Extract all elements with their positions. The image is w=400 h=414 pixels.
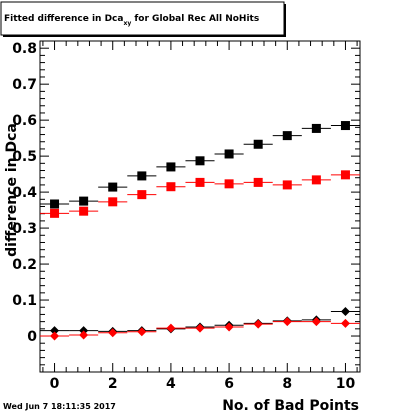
data-point-square bbox=[108, 182, 118, 192]
x-tick-label: 2 bbox=[108, 376, 118, 392]
x-tick-labels: 0 2 4 6 8 10 bbox=[50, 376, 356, 392]
data-point-square bbox=[340, 121, 350, 131]
data-point-square bbox=[282, 131, 292, 141]
data-point-square bbox=[137, 171, 147, 181]
svg-text:Fitted difference in Dcaxy for: Fitted difference in Dcaxy for Global Re… bbox=[4, 14, 259, 27]
y-tick-label: 0.8 bbox=[12, 41, 37, 57]
data-point-diamond bbox=[137, 327, 147, 337]
y-tick-label: 0 bbox=[27, 329, 37, 345]
plot-frame bbox=[39, 40, 361, 373]
data-point-square bbox=[79, 206, 89, 216]
y-tick-label: 0.2 bbox=[12, 257, 37, 273]
data-marks bbox=[40, 121, 360, 341]
data-point-square bbox=[253, 139, 263, 149]
data-point-square bbox=[50, 208, 60, 218]
data-point-diamond bbox=[340, 318, 350, 328]
data-point-diamond bbox=[311, 317, 321, 327]
data-point-square bbox=[195, 177, 205, 187]
data-point-square bbox=[50, 199, 60, 209]
data-point-diamond bbox=[340, 307, 350, 317]
axis-ticks bbox=[40, 40, 360, 373]
title-subscript: xy bbox=[123, 20, 131, 27]
data-point-diamond bbox=[195, 323, 205, 333]
x-tick-label: 4 bbox=[166, 376, 176, 392]
data-point-square bbox=[166, 162, 176, 172]
data-point-diamond bbox=[79, 330, 89, 340]
x-tick-label: 8 bbox=[282, 376, 292, 392]
data-point-diamond bbox=[50, 326, 60, 336]
title-main: Fitted difference in Dca bbox=[4, 14, 123, 24]
y-tick-label: 0.4 bbox=[12, 185, 37, 201]
title-rest: for Global Rec All NoHits bbox=[131, 14, 259, 24]
chart-title: Fitted difference in Dcaxy for Global Re… bbox=[0, 1, 286, 37]
data-point-square bbox=[224, 179, 234, 189]
data-point-diamond bbox=[253, 319, 263, 329]
data-point-square bbox=[108, 197, 118, 207]
timestamp: Wed Jun 7 18:11:35 2017 bbox=[3, 402, 116, 411]
y-tick-label: 0.6 bbox=[12, 113, 37, 129]
x-tick-label: 0 bbox=[50, 376, 60, 392]
data-point-square bbox=[166, 182, 176, 192]
y-tick-labels: 0 0.1 0.2 0.3 0.4 0.5 0.6 0.7 0.8 bbox=[12, 41, 37, 345]
data-point-diamond bbox=[50, 331, 60, 341]
data-point-square bbox=[79, 196, 89, 206]
x-axis-title: No. of Bad Points bbox=[222, 398, 359, 414]
x-tick-label: 10 bbox=[336, 376, 356, 392]
data-point-square bbox=[311, 175, 321, 185]
data-point-square bbox=[311, 123, 321, 133]
data-point-square bbox=[340, 170, 350, 180]
data-point-square bbox=[137, 190, 147, 200]
data-point-square bbox=[195, 156, 205, 166]
y-axis-title: difference in Dca bbox=[4, 123, 20, 257]
y-tick-label: 0.1 bbox=[12, 293, 37, 309]
data-point-square bbox=[282, 180, 292, 190]
x-tick-label: 6 bbox=[224, 376, 234, 392]
data-point-diamond bbox=[166, 323, 176, 333]
data-point-square bbox=[253, 177, 263, 187]
data-point-square bbox=[224, 149, 234, 159]
data-point-diamond bbox=[108, 328, 118, 338]
data-point-diamond bbox=[224, 322, 234, 332]
data-point-diamond bbox=[282, 317, 292, 327]
y-tick-label: 0.5 bbox=[12, 149, 37, 165]
y-tick-label: 0.3 bbox=[12, 221, 37, 237]
y-tick-label: 0.7 bbox=[12, 77, 37, 93]
